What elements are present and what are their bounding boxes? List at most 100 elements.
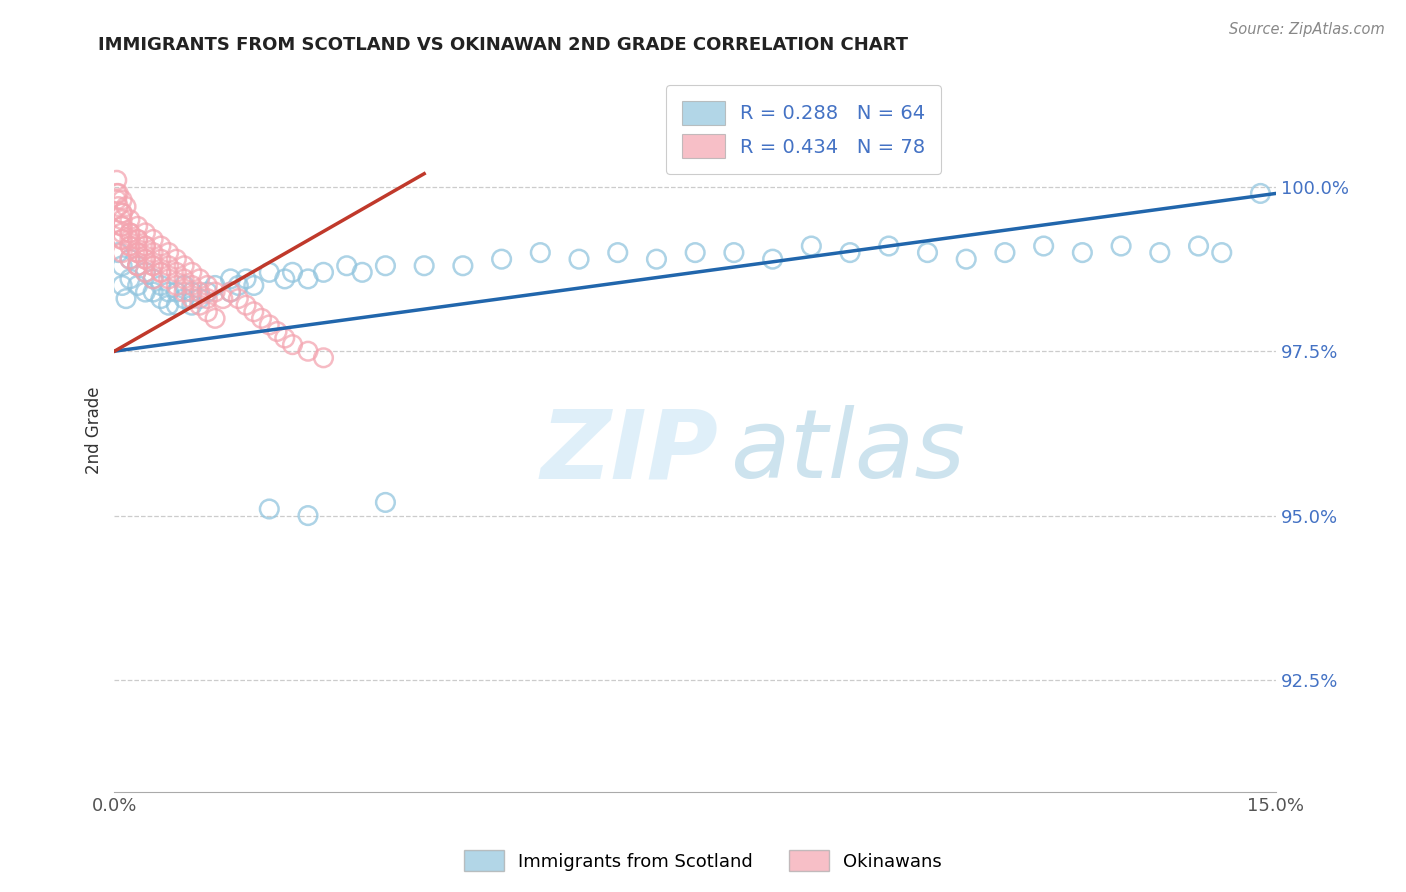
Point (107, 245, 129, 260)
Point (127, 259, 149, 273)
Point (127, 245, 149, 260)
Point (955, 252, 977, 267)
Point (1109, 239, 1132, 253)
Point (188, 292, 211, 306)
Point (165, 252, 187, 267)
Point (118, 252, 141, 267)
Point (134, 252, 156, 267)
Point (134, 265, 156, 279)
Point (173, 272, 195, 286)
Legend: Immigrants from Scotland, Okinawans: Immigrants from Scotland, Okinawans (457, 843, 949, 879)
Point (297, 508, 319, 523)
Point (839, 245, 862, 260)
Point (180, 292, 202, 306)
Point (157, 245, 180, 260)
Text: IMMIGRANTS FROM SCOTLAND VS OKINAWAN 2ND GRADE CORRELATION CHART: IMMIGRANTS FROM SCOTLAND VS OKINAWAN 2ND… (98, 36, 908, 54)
Point (352, 265, 374, 279)
Point (107, 200, 129, 214)
Point (105, 173, 128, 187)
Point (134, 265, 156, 279)
Point (297, 344, 319, 359)
Point (127, 245, 149, 260)
Point (165, 278, 187, 293)
Point (219, 272, 242, 286)
Point (111, 219, 134, 234)
Point (105, 193, 128, 207)
Point (180, 285, 202, 299)
Point (491, 252, 513, 267)
Point (111, 278, 134, 293)
Point (762, 252, 785, 267)
Point (165, 285, 187, 299)
Point (142, 259, 165, 273)
Point (149, 278, 172, 293)
Text: atlas: atlas (730, 405, 965, 499)
Point (127, 278, 149, 293)
Point (142, 272, 165, 286)
Point (105, 186, 128, 201)
Point (374, 495, 396, 509)
Point (312, 351, 335, 365)
Point (107, 186, 129, 201)
Point (312, 265, 335, 279)
Point (259, 502, 281, 516)
Point (111, 212, 134, 227)
Point (226, 278, 249, 293)
Point (180, 278, 202, 293)
Point (115, 292, 138, 306)
Point (1211, 245, 1233, 260)
Point (134, 252, 156, 267)
Point (374, 259, 396, 273)
Point (111, 232, 134, 246)
Point (1032, 239, 1054, 253)
Point (111, 219, 134, 234)
Point (723, 245, 745, 260)
Point (149, 265, 172, 279)
Point (149, 239, 172, 253)
Point (111, 226, 134, 240)
Point (180, 298, 202, 312)
Point (173, 292, 195, 306)
Point (645, 252, 668, 267)
Point (118, 252, 141, 267)
Point (165, 265, 187, 279)
Point (529, 245, 551, 260)
Point (235, 272, 257, 286)
Point (118, 239, 141, 253)
Point (281, 265, 304, 279)
Point (142, 285, 165, 299)
Point (204, 285, 226, 299)
Point (111, 206, 134, 220)
Point (127, 219, 149, 234)
Point (235, 298, 257, 312)
Point (413, 259, 436, 273)
Point (118, 226, 141, 240)
Point (142, 245, 165, 260)
Point (165, 298, 187, 312)
Point (1071, 245, 1094, 260)
Point (259, 318, 281, 332)
Point (281, 337, 304, 351)
Point (127, 232, 149, 246)
Point (259, 265, 281, 279)
Point (142, 259, 165, 273)
Point (211, 292, 233, 306)
Y-axis label: 2nd Grade: 2nd Grade (86, 386, 103, 474)
Point (173, 285, 195, 299)
Point (118, 212, 141, 227)
Point (195, 285, 218, 299)
Point (111, 232, 134, 246)
Point (134, 239, 156, 253)
Point (157, 259, 180, 273)
Point (157, 285, 180, 299)
Point (1149, 245, 1171, 260)
Point (157, 272, 180, 286)
Point (118, 239, 141, 253)
Point (127, 259, 149, 273)
Point (111, 245, 134, 260)
Point (250, 311, 273, 326)
Point (195, 292, 218, 306)
Point (451, 259, 474, 273)
Point (134, 226, 156, 240)
Point (274, 272, 297, 286)
